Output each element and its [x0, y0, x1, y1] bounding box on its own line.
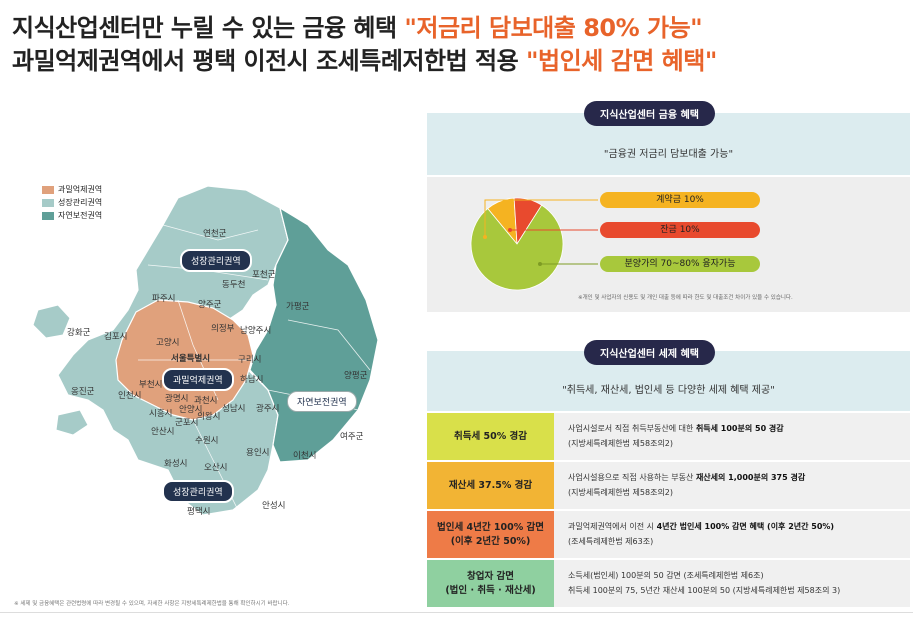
legend-item-overcrowded: 과밀억제권역: [42, 183, 102, 196]
city-label: 의정부: [211, 324, 235, 334]
legend-label-conservation: 자연보전권역: [58, 211, 103, 220]
tax-description: 사업시설용으로 직접 사용하는 부동산 재산세의 1,000분의 375 경감(…: [554, 462, 910, 509]
tax-row-corporate: 법인세 4년간 100% 감면 (이후 2년간 50%) 과밀억제권역에서 이전 …: [427, 511, 910, 558]
finance-note: ※개인 및 사업자의 신용도 및 개인 대출 등에 따라 한도 및 대출조건 차…: [578, 295, 793, 301]
city-label: 군포시: [175, 418, 199, 428]
tax-description: 과밀억제권역에서 이전 시 4년간 법인세 100% 감면 혜택 (이후 2년간…: [554, 511, 910, 558]
island-west: [32, 304, 71, 339]
city-label: 광주시: [256, 404, 280, 414]
city-label: 안성시: [262, 501, 286, 511]
region-pill-conservation: 자연보전권역: [287, 391, 357, 412]
headline-line-2: 과밀억제권역에서 평택 이전시 조세특례저한법 적용 "법인세 감면 혜택": [12, 47, 717, 75]
city-label: 의왕시: [197, 412, 221, 422]
city-label: 여주군: [340, 432, 364, 442]
city-label: 시흥시: [149, 409, 173, 419]
headline-highlight-2: "법인세 감면 혜택": [526, 47, 717, 75]
city-label: 화성시: [164, 459, 188, 469]
city-label: 연천군: [203, 229, 227, 239]
city-label: 남양주시: [240, 326, 272, 336]
city-label: 옹진군: [71, 387, 95, 397]
tax-section-tag: 지식산업센터 세제 혜택: [584, 340, 715, 365]
pie-leader-lines: [483, 199, 598, 266]
city-label: 부천시: [139, 380, 163, 390]
tax-row-property: 재산세 37.5% 경감 사업시설용으로 직접 사용하는 부동산 재산세의 1,…: [427, 462, 910, 509]
city-label: 포천군: [252, 270, 276, 280]
city-label: 평택시: [187, 507, 211, 517]
legend-swatch-overcrowded: [42, 185, 54, 194]
tax-quote: "취득세, 재산세, 법인세 등 다양한 세제 혜택 제공": [562, 385, 775, 396]
tax-label: 재산세 37.5% 경감: [427, 462, 554, 509]
city-label: 가평군: [286, 302, 310, 312]
tax-row-startup: 창업자 감면 (법인 · 취득 · 재산세) 소득세(법인세) 100분의 50 …: [427, 560, 910, 607]
city-label: 이천시: [293, 451, 317, 461]
city-label: 안산시: [151, 427, 175, 437]
city-label: 동두천: [222, 280, 246, 290]
city-label: 과천시: [194, 396, 218, 406]
city-label: 광명시: [165, 394, 189, 404]
legend-item-growth: 성장관리권역: [42, 196, 102, 209]
region-pill-growth-south: 성장관리권역: [162, 480, 234, 503]
city-label: 안양시: [179, 405, 203, 415]
bottom-divider: [0, 612, 913, 613]
chip-balance: 잔금 10%: [600, 222, 760, 238]
city-label: 양주군: [198, 300, 222, 310]
city-label: 파주시: [152, 294, 176, 304]
city-label: 양평군: [344, 371, 368, 381]
city-label: 김포시: [104, 332, 128, 342]
city-label: 성남시: [222, 404, 246, 414]
left-footnote: ※ 세제 및 금융혜택은 관련법령에 따라 변경될 수 있으며, 자세한 사항은…: [14, 601, 290, 607]
city-label: 고양시: [156, 338, 180, 348]
tax-label: 법인세 4년간 100% 감면 (이후 2년간 50%): [427, 511, 554, 558]
finance-quote: "금융권 저금리 담보대출 가능": [603, 149, 734, 160]
region-pill-overcrowded: 과밀억제권역: [162, 368, 234, 391]
headline-highlight-1: "저금리 담보대출 80% 가능": [404, 14, 703, 42]
city-label: 구리시: [238, 355, 262, 365]
map-legend: 과밀억제권역 성장관리권역 자연보전권역: [42, 183, 102, 222]
city-label: 강화군: [67, 328, 91, 338]
pie-slice-2: [470, 204, 564, 291]
city-label: 수원시: [195, 436, 219, 446]
legend-label-overcrowded: 과밀억제권역: [58, 185, 103, 194]
chip-loan: 분양가의 70~80% 융자가능: [600, 256, 760, 272]
tax-description: 소득세(법인세) 100분의 50 감면 (조세특례제한법 제6조) 취득세 10…: [554, 560, 910, 607]
city-label: 인천시: [118, 391, 142, 401]
city-label: 용인시: [246, 448, 270, 458]
legend-item-conservation: 자연보전권역: [42, 209, 102, 222]
tax-label: 취득세 50% 경감: [427, 413, 554, 460]
legend-swatch-growth: [42, 198, 54, 207]
finance-section-tag: 지식산업센터 금융 혜택: [584, 101, 715, 126]
island-southwest: [55, 409, 89, 436]
legend-label-growth: 성장관리권역: [58, 198, 103, 207]
chip-deposit: 계약금 10%: [600, 192, 760, 208]
loan-pie-chart: [470, 197, 564, 291]
region-pill-growth-north: 성장관리권역: [180, 249, 252, 272]
tax-row-acquisition: 취득세 50% 경감 사업시설로서 직접 취득부동산에 대한 취득세 100분의…: [427, 413, 910, 460]
tax-label: 창업자 감면 (법인 · 취득 · 재산세): [427, 560, 554, 607]
city-label: 오산시: [204, 463, 228, 473]
tax-description: 사업시설로서 직접 취득부동산에 대한 취득세 100분의 50 경감 (지방세특…: [554, 413, 910, 460]
city-label: 하남시: [240, 375, 264, 385]
city-label-seoul: 서울특별시: [171, 354, 211, 364]
legend-swatch-conservation: [42, 211, 54, 220]
headline-line-1: 지식산업센터만 누릴 수 있는 금융 혜택 "저금리 담보대출 80% 가능": [12, 14, 703, 42]
